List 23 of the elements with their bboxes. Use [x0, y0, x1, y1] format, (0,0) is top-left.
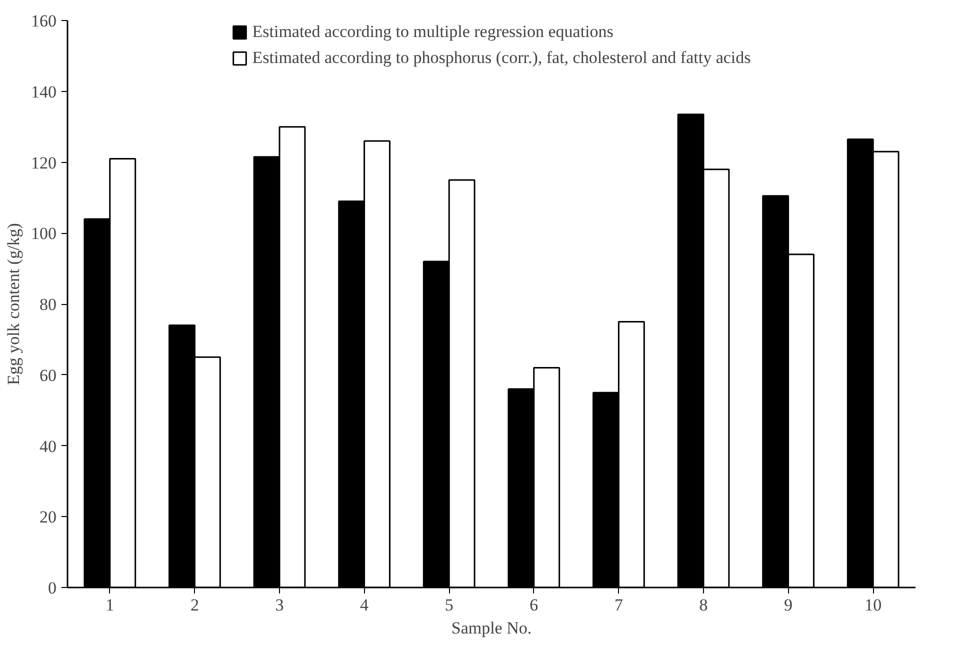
y-tick-label: 80: [40, 295, 56, 314]
x-tick-label: 7: [614, 596, 624, 614]
x-tick-label: 5: [444, 596, 454, 614]
x-tick-label: 10: [864, 596, 882, 614]
x-tick-label: 9: [784, 596, 793, 614]
y-tick-label: 20: [40, 508, 56, 527]
x-tick-label: 4: [360, 596, 370, 614]
x-tick-label: 8: [699, 596, 708, 614]
x-tick-label: 3: [275, 596, 284, 614]
x-axis-title: Sample No.: [451, 618, 532, 638]
x-tick-label: 2: [190, 596, 199, 614]
x-tick-label: 1: [106, 596, 114, 614]
y-tick-label: 100: [31, 224, 56, 244]
y-tick-label: 140: [31, 82, 56, 102]
legend-label: Estimated according to phosphorus (corr.), fat, cholesterol and fatty acids: [252, 48, 751, 68]
y-tick-label: 60: [40, 366, 56, 385]
y-tick-label: 120: [31, 153, 56, 172]
y-tick-label: 160: [31, 12, 56, 30]
y-axis-title: Egg yolk content (g/kg): [4, 223, 23, 385]
legend-label: Estimated according to multiple regression equations: [252, 22, 614, 42]
x-tick-label: 6: [530, 596, 538, 614]
y-tick-label: 40: [40, 436, 56, 456]
y-tick-label: 0: [48, 578, 56, 598]
